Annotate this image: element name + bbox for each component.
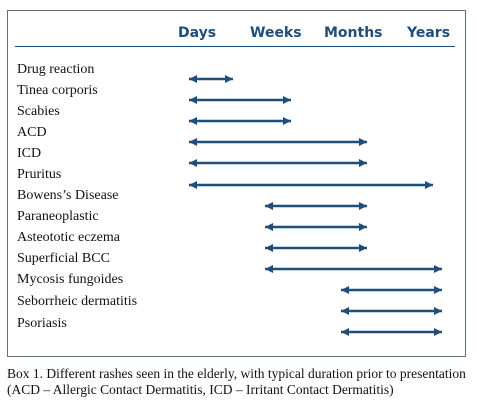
arrowhead-icon xyxy=(434,265,442,273)
arrowhead-icon xyxy=(189,75,197,83)
arrowhead-icon xyxy=(283,96,291,104)
row-label: Paraneoplastic xyxy=(17,209,99,224)
arrowhead-icon xyxy=(189,159,197,167)
arrowhead-icon xyxy=(359,244,367,252)
arrowhead-icon xyxy=(265,202,273,210)
row-label: Scabies xyxy=(17,104,60,119)
arrowhead-icon xyxy=(189,181,197,189)
row-label: Pruritus xyxy=(17,167,62,182)
arrowhead-icon xyxy=(341,307,349,315)
arrowhead-icon xyxy=(265,265,273,273)
arrowhead-icon xyxy=(341,328,349,336)
arrowhead-icon xyxy=(189,96,197,104)
arrowhead-icon xyxy=(359,202,367,210)
diagram-frame xyxy=(7,10,466,357)
arrowhead-icon xyxy=(265,223,273,231)
arrowhead-icon xyxy=(341,286,349,294)
arrowhead-icon xyxy=(359,223,367,231)
row-label: Psoriasis xyxy=(17,316,67,331)
arrowhead-icon xyxy=(434,328,442,336)
row-label: Bowens’s Disease xyxy=(17,188,119,203)
arrowhead-icon xyxy=(265,244,273,252)
arrowhead-icon xyxy=(425,181,433,189)
row-label: Mycosis fungoides xyxy=(17,272,124,287)
row-label: ACD xyxy=(17,125,47,140)
column-header-days: Days xyxy=(178,25,217,41)
row-label: Seborrheic dermatitis xyxy=(17,294,138,309)
column-header-months: Months xyxy=(324,25,383,41)
arrowhead-icon xyxy=(434,307,442,315)
arrowhead-icon xyxy=(189,138,197,146)
arrowhead-icon xyxy=(189,117,197,125)
row-label: ICD xyxy=(17,146,42,161)
arrowhead-icon xyxy=(225,75,233,83)
column-header-years: Years xyxy=(407,25,451,41)
row-label: Superficial BCC xyxy=(17,251,110,266)
header-rule xyxy=(15,46,455,47)
column-header-weeks: Weeks xyxy=(250,25,302,41)
row-label: Drug reaction xyxy=(17,62,95,77)
arrowhead-icon xyxy=(359,159,367,167)
arrowhead-icon xyxy=(359,138,367,146)
row-label: Tinea corporis xyxy=(17,83,98,98)
arrowhead-icon xyxy=(283,117,291,125)
row-label: Asteototic eczema xyxy=(17,230,121,245)
arrowhead-icon xyxy=(434,286,442,294)
figure-caption: Box 1. Different rashes seen in the elde… xyxy=(7,366,466,397)
